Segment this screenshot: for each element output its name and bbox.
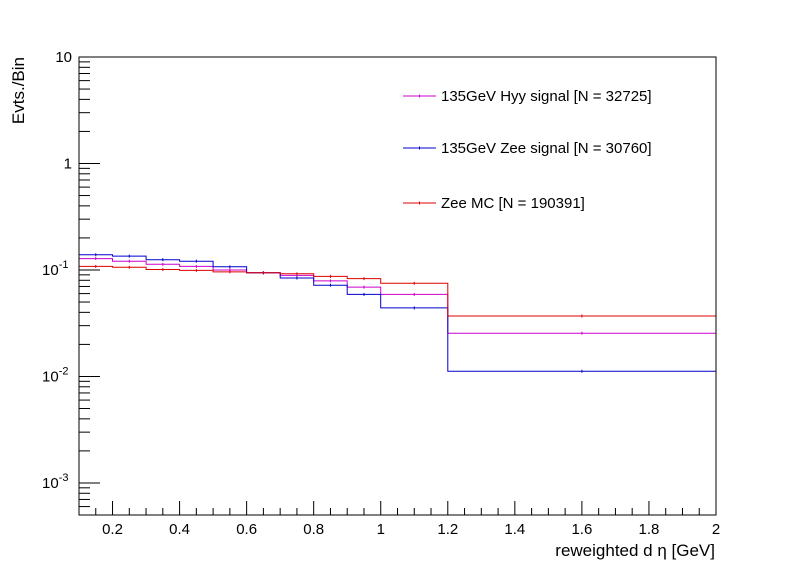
- legend-label-1: 135GeV Zee signal [N = 30760]: [441, 140, 652, 157]
- x-tick-label-4: 1: [377, 521, 385, 538]
- axes: 0.2 0.4 0.6 0.8 1 1.2 1.4 1.6 1.8 2 10-3 10-2 10-1 1 1…: [42, 49, 720, 538]
- x-axis-label: reweighted d η [GeV]: [555, 541, 715, 560]
- y-tick-label-3: 1: [64, 155, 72, 172]
- legend-label-2: Zee MC [N = 190391]: [441, 195, 585, 212]
- y-tick-label-4: 10: [55, 49, 72, 66]
- y-tick-label-0: 10-3: [42, 472, 68, 492]
- y-tick-label-1: 10-2: [42, 365, 68, 385]
- plot-area: [79, 253, 716, 373]
- legend-entry-1: 135GeV Zee signal [N = 30760]: [403, 140, 652, 157]
- x-tick-label-0: 0.2: [102, 521, 123, 538]
- x-tick-label-3: 0.8: [303, 521, 324, 538]
- legend-entry-2: Zee MC [N = 190391]: [403, 195, 585, 212]
- x-tick-label-9: 2: [712, 521, 720, 538]
- y-axis-label: Evts./Bin: [9, 57, 28, 124]
- x-tick-label-7: 1.6: [571, 521, 592, 538]
- series-2: [79, 264, 716, 318]
- x-tick-label-6: 1.4: [504, 521, 525, 538]
- legend: 135GeV Hyy signal [N = 32725] 135GeV Zee …: [403, 88, 652, 212]
- x-tick-label-2: 0.6: [236, 521, 257, 538]
- x-tick-label-8: 1.8: [639, 521, 660, 538]
- y-tick-label-2: 10-1: [42, 259, 68, 279]
- legend-label-0: 135GeV Hyy signal [N = 32725]: [441, 88, 652, 105]
- x-tick-label-1: 0.4: [169, 521, 190, 538]
- legend-entry-0: 135GeV Hyy signal [N = 32725]: [403, 88, 652, 105]
- x-tick-label-5: 1.2: [437, 521, 458, 538]
